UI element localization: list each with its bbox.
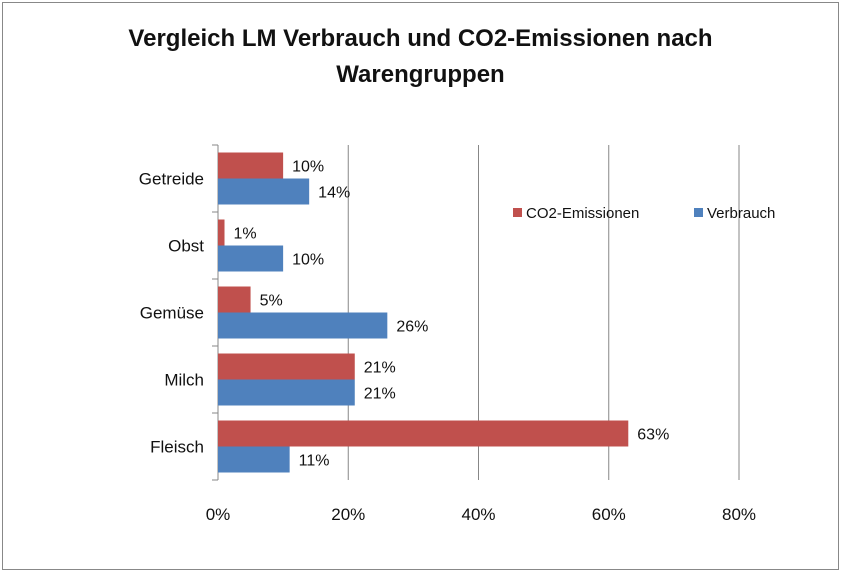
legend-label-co2-emissionen: CO2-Emissionen	[526, 205, 639, 222]
data-label-verbrauch-getreide: 14%	[318, 185, 350, 202]
bar-co2-emissionen-gemüse	[218, 286, 251, 313]
x-tick-label-40: 40%	[461, 505, 495, 524]
x-tick-label-20: 20%	[331, 505, 365, 524]
category-label-fleisch: Fleisch	[150, 438, 204, 457]
bar-verbrauch-fleisch	[218, 446, 290, 473]
chart-title-line-1: Vergleich LM Verbrauch und CO2-Emissione…	[128, 25, 713, 52]
data-label-verbrauch-obst: 10%	[292, 252, 324, 269]
data-label-co2-emissionen-fleisch: 63%	[637, 427, 669, 444]
category-label-getreide: Getreide	[139, 170, 204, 189]
plot-area: Getreide 10% 14% Obst 1% 10% Gemüse 5% 26% Milch 2…	[139, 144, 775, 524]
legend-swatch-verbrauch	[694, 208, 703, 217]
legend-swatch-co2-emissionen	[513, 208, 522, 217]
category-label-obst: Obst	[168, 237, 204, 256]
data-label-co2-emissionen-gemüse: 5%	[260, 293, 283, 310]
legend-label-verbrauch: Verbrauch	[707, 205, 775, 222]
bar-verbrauch-getreide	[218, 178, 310, 205]
chart-title: Vergleich LM Verbrauch und CO2-Emissione…	[3, 21, 838, 93]
x-tick-label-0: 0%	[206, 505, 231, 524]
bar-co2-emissionen-fleisch	[218, 420, 629, 447]
bar-verbrauch-milch	[218, 379, 355, 406]
bar-verbrauch-gemüse	[218, 312, 388, 339]
bar-co2-emissionen-getreide	[218, 152, 284, 179]
category-label-gemüse: Gemüse	[140, 304, 204, 323]
data-label-co2-emissionen-milch: 21%	[364, 360, 396, 377]
x-tick-label-80: 80%	[722, 505, 756, 524]
chart-title-line-2: Warengruppen	[336, 61, 505, 88]
data-label-verbrauch-fleisch: 11%	[299, 453, 330, 470]
category-label-milch: Milch	[164, 371, 204, 390]
bar-co2-emissionen-milch	[218, 353, 355, 380]
data-label-co2-emissionen-getreide: 10%	[292, 159, 324, 176]
data-label-verbrauch-milch: 21%	[364, 386, 396, 403]
bar-verbrauch-obst	[218, 245, 284, 272]
bar-co2-emissionen-obst	[218, 219, 225, 246]
data-label-verbrauch-gemüse: 26%	[396, 319, 428, 336]
x-tick-label-60: 60%	[592, 505, 626, 524]
data-label-co2-emissionen-obst: 1%	[234, 226, 257, 243]
